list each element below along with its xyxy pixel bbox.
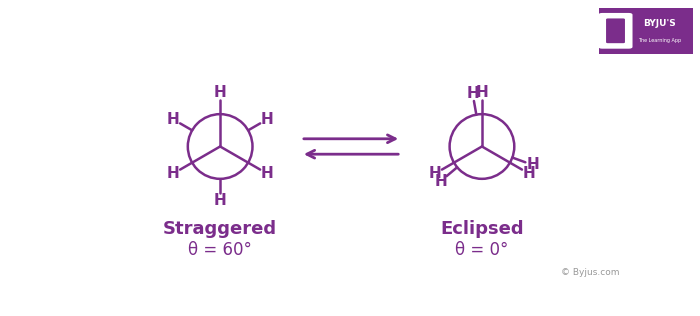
Text: H: H: [429, 166, 442, 181]
Text: The Learning App: The Learning App: [638, 38, 682, 43]
Text: θ = 0°: θ = 0°: [455, 241, 509, 259]
FancyBboxPatch shape: [593, 5, 699, 57]
Text: Eclipsed: Eclipsed: [440, 220, 524, 238]
Text: H: H: [214, 85, 227, 100]
Text: H: H: [466, 86, 479, 101]
Text: Straggered: Straggered: [163, 220, 277, 238]
Text: © Byjus.com: © Byjus.com: [561, 268, 619, 276]
Text: H: H: [526, 157, 539, 173]
Text: BYJU'S: BYJU'S: [643, 20, 676, 28]
Text: H: H: [214, 193, 227, 208]
Text: H: H: [260, 112, 273, 127]
Text: H: H: [167, 166, 180, 181]
Text: H: H: [260, 166, 273, 181]
FancyBboxPatch shape: [606, 18, 625, 43]
Text: H: H: [167, 112, 180, 127]
FancyBboxPatch shape: [598, 13, 633, 49]
Text: H: H: [522, 166, 535, 181]
Text: H: H: [475, 85, 489, 100]
Text: θ = 60°: θ = 60°: [188, 241, 252, 259]
Text: H: H: [434, 173, 447, 189]
